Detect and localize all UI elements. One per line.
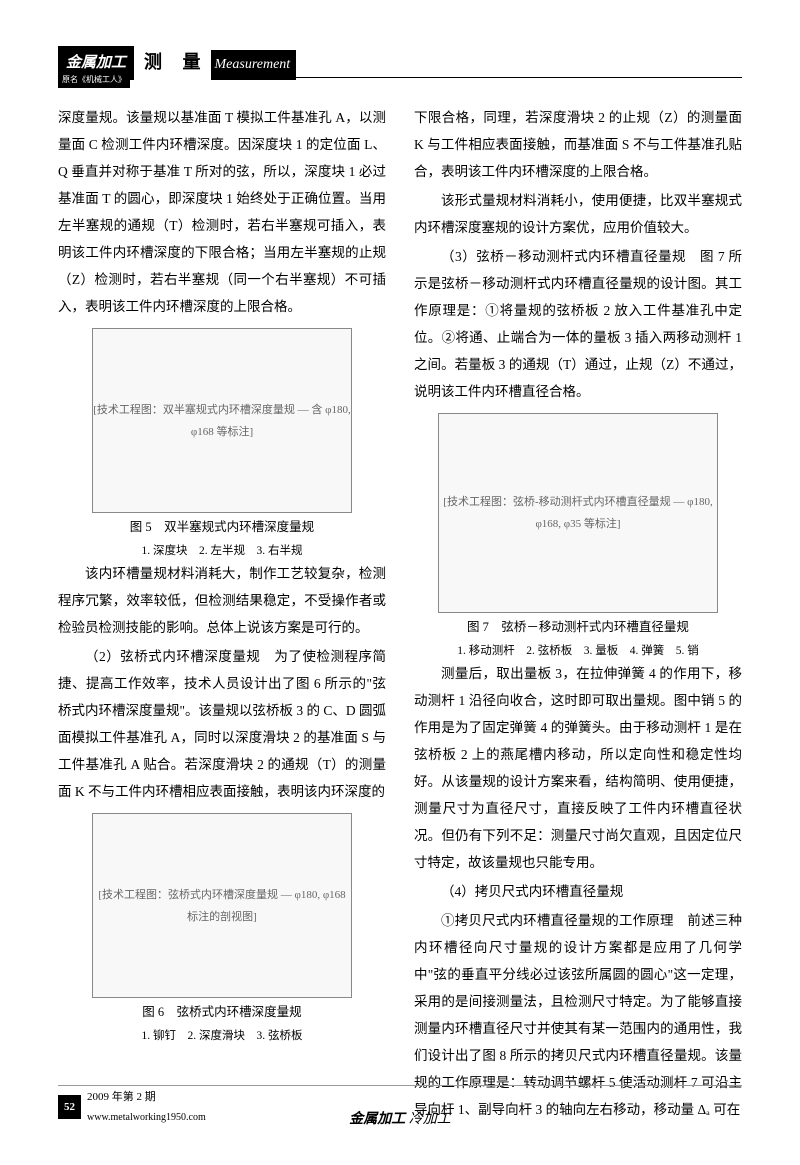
paragraph: 测量后，取出量板 3，在拉伸弹簧 4 的作用下，移动测杆 1 沿径向收合，这时即…: [414, 660, 742, 876]
figure-6: [技术工程图：弦桥式内环槽深度量规 — φ180, φ168 标注的剖视图]: [58, 813, 386, 998]
figure-5-legend: 1. 深度块 2. 左半规 3. 右半规: [58, 543, 386, 560]
figure-5-caption: 图 5 双半塞规式内环槽深度量规: [58, 517, 386, 537]
footer-page-number: 52: [58, 1095, 81, 1119]
section-heading: （4）拷贝尺式内环槽直径量规: [414, 878, 742, 905]
paragraph: （2）弦桥式内环槽深度量规 为了使检测程序简捷、提高工作效率，技术人员设计出了图…: [58, 643, 386, 805]
footer-brand: 金属加工 冷加工: [349, 1106, 451, 1134]
figure-7-diagram: [技术工程图：弦桥-移动测杆式内环槽直径量规 — φ180, φ168, φ35…: [438, 413, 718, 613]
header-section-en: Measurement: [211, 50, 297, 80]
footer-url: www.metalworking1950.com: [87, 1108, 206, 1128]
header-bar: 金属加工 测 量 Measurement: [58, 48, 742, 80]
footer-brand-name: 金属加工: [349, 1112, 405, 1127]
figure-7-legend: 1. 移动测杆 2. 弦桥板 3. 量板 4. 弹簧 5. 销: [414, 643, 742, 660]
figure-6-diagram: [技术工程图：弦桥式内环槽深度量规 — φ180, φ168 标注的剖视图]: [92, 813, 352, 998]
paragraph: 下限合格，同理，若深度滑块 2 的止规（Z）的测量面 K 与工件相应表面接触，而…: [414, 104, 742, 185]
header-rule: [296, 77, 742, 78]
paragraph: 深度量规。该量规以基准面 T 模拟工件基准孔 A，以测量面 C 检测工件内环槽深…: [58, 104, 386, 320]
footer-brand-suffix: 冷加工: [409, 1112, 451, 1127]
paragraph: （3）弦桥－移动测杆式内环槽直径量规 图 7 所示是弦桥－移动测杆式内环槽直径量…: [414, 243, 742, 405]
header-subtitle: 原名《机械工人》: [58, 72, 130, 88]
header-section: 测 量: [144, 44, 209, 80]
figure-6-caption: 图 6 弦桥式内环槽深度量规: [58, 1002, 386, 1022]
footer-meta: 2009 年第 2 期 www.metalworking1950.com: [87, 1086, 206, 1128]
paragraph: 该内环槽量规材料消耗大，制作工艺较复杂，检测程序冗繁，效率较低，但检测结果稳定，…: [58, 560, 386, 641]
figure-7: [技术工程图：弦桥-移动测杆式内环槽直径量规 — φ180, φ168, φ35…: [414, 413, 742, 613]
figure-6-legend: 1. 铆钉 2. 深度滑块 3. 弦桥板: [58, 1028, 386, 1045]
figure-7-caption: 图 7 弦桥－移动测杆式内环槽直径量规: [414, 617, 742, 637]
figure-5: [技术工程图：双半塞规式内环槽深度量规 — 含 φ180, φ168 等标注]: [58, 328, 386, 513]
column-right: 下限合格，同理，若深度滑块 2 的止规（Z）的测量面 K 与工件相应表面接触，而…: [414, 104, 742, 1125]
paragraph: 该形式量规材料消耗小，使用便捷，比双半塞规式内环槽深度塞规的设计方案优，应用价值…: [414, 187, 742, 241]
text-columns: 深度量规。该量规以基准面 T 模拟工件基准孔 A，以测量面 C 检测工件内环槽深…: [58, 104, 742, 1125]
footer-issue: 2009 年第 2 期: [87, 1086, 206, 1108]
page: 金属加工 测 量 Measurement 原名《机械工人》 深度量规。该量规以基…: [0, 0, 800, 1165]
figure-5-diagram: [技术工程图：双半塞规式内环槽深度量规 — 含 φ180, φ168 等标注]: [92, 328, 352, 513]
column-left: 深度量规。该量规以基准面 T 模拟工件基准孔 A，以测量面 C 检测工件内环槽深…: [58, 104, 386, 1125]
